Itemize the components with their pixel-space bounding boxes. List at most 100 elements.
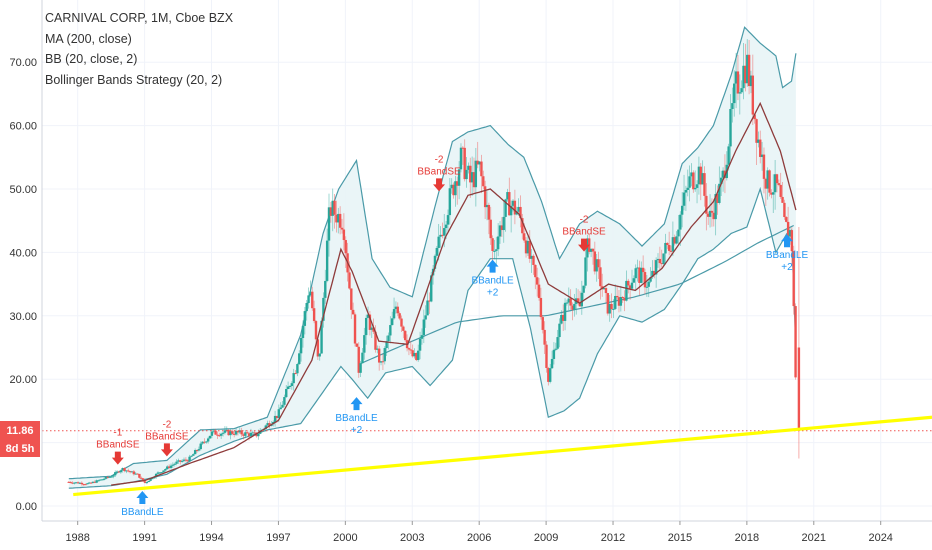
candle-body bbox=[266, 423, 269, 426]
candle-body bbox=[158, 472, 162, 474]
candle-body bbox=[485, 204, 489, 208]
strategy-indicator-label[interactable]: Bollinger Bands Strategy (20, 2) bbox=[45, 72, 223, 87]
candle-body bbox=[450, 184, 453, 189]
candle-body bbox=[708, 210, 712, 217]
candle-body bbox=[363, 335, 366, 353]
candle-body bbox=[441, 234, 444, 236]
candle-body bbox=[205, 441, 208, 443]
candle-body bbox=[530, 255, 533, 259]
candle-body bbox=[548, 368, 552, 382]
y-tick-label: 30.00 bbox=[9, 311, 37, 323]
candle-body bbox=[630, 282, 634, 289]
candle-body bbox=[448, 188, 452, 216]
candle-body bbox=[625, 280, 628, 301]
candle-body bbox=[532, 255, 535, 265]
candle-body bbox=[439, 234, 442, 237]
candle-body bbox=[305, 303, 308, 312]
candle-body bbox=[710, 210, 714, 213]
candle-body bbox=[560, 314, 563, 324]
candle-body bbox=[578, 302, 582, 307]
candle-body bbox=[734, 71, 738, 84]
candle-body bbox=[156, 472, 160, 474]
candle-body bbox=[376, 348, 379, 350]
symbol-title[interactable]: CARNIVAL CORP, 1M, Cboe BZX bbox=[45, 11, 234, 25]
candle-body bbox=[640, 267, 643, 283]
short-signal-qty: -2 bbox=[580, 215, 589, 226]
long-signal-label: BBandLE bbox=[471, 276, 514, 287]
bb-indicator-label[interactable]: BB (20, close, 2) bbox=[45, 52, 138, 66]
candle-body bbox=[534, 264, 537, 278]
candle-body bbox=[162, 470, 165, 473]
candle-body bbox=[151, 478, 154, 480]
candle-body bbox=[89, 482, 93, 484]
candle-body bbox=[703, 173, 706, 196]
candle-body bbox=[253, 432, 256, 434]
candle-body bbox=[203, 441, 206, 443]
time-axis[interactable]: 1988 1991 1994 1997 2000 2003 2006 2009 2012 2015… bbox=[42, 520, 932, 544]
candle-body bbox=[478, 161, 481, 165]
candle-body bbox=[357, 346, 360, 373]
candle-body bbox=[210, 431, 214, 436]
candle-body bbox=[121, 468, 124, 471]
candle-body bbox=[524, 240, 528, 254]
candle-body bbox=[145, 482, 149, 484]
candle-body bbox=[597, 259, 600, 268]
candle-body bbox=[201, 441, 204, 444]
candle-body bbox=[550, 358, 554, 369]
candle-body bbox=[324, 280, 327, 298]
x-tick-label: 2024 bbox=[868, 532, 892, 544]
candle-body bbox=[398, 313, 401, 319]
candle-body bbox=[214, 430, 217, 435]
candle-body bbox=[195, 450, 199, 452]
bollinger-band-fill bbox=[68, 27, 796, 489]
candle-body bbox=[733, 83, 736, 104]
candle-body bbox=[459, 147, 463, 170]
candle-body bbox=[649, 277, 652, 282]
candle-body bbox=[223, 430, 227, 433]
x-tick-label: 2006 bbox=[467, 532, 491, 544]
long-signal-arrow bbox=[781, 234, 794, 248]
candle-body bbox=[106, 476, 110, 478]
candle-body bbox=[573, 303, 576, 310]
candle-body bbox=[437, 236, 440, 248]
candle-body bbox=[368, 314, 372, 330]
candle-body bbox=[500, 225, 504, 231]
candle-body bbox=[206, 438, 210, 442]
candle-body bbox=[677, 229, 680, 237]
candle-body bbox=[779, 184, 782, 197]
candle-body bbox=[496, 236, 500, 250]
candle-body bbox=[257, 433, 260, 437]
candle-body bbox=[521, 218, 524, 234]
candle-body bbox=[101, 479, 104, 481]
candle-body bbox=[281, 404, 284, 408]
countdown-tag: 8d 5h bbox=[6, 443, 35, 455]
candle-body bbox=[435, 247, 439, 256]
candle-body bbox=[268, 423, 271, 426]
candle-body bbox=[679, 214, 682, 230]
candle-body bbox=[721, 170, 725, 178]
candle-body bbox=[246, 432, 249, 434]
candle-body bbox=[127, 470, 130, 472]
candle-body bbox=[740, 88, 743, 93]
x-tick-label: 2003 bbox=[400, 532, 424, 544]
candle-body bbox=[582, 285, 585, 293]
candle-body bbox=[193, 450, 197, 455]
candle-body bbox=[283, 397, 286, 405]
candle-body bbox=[294, 373, 297, 375]
candle-body bbox=[381, 361, 385, 363]
strategy-signals: BBandSE-1 BBandSE-2BBandLEBBandLE+2BBandS… bbox=[96, 154, 808, 518]
candle-body bbox=[179, 460, 182, 462]
candle-body bbox=[606, 293, 610, 314]
candle-body bbox=[612, 308, 615, 310]
candle-body bbox=[690, 172, 693, 177]
trendline[interactable] bbox=[73, 415, 932, 497]
candle-body bbox=[123, 468, 126, 472]
ma-indicator-label[interactable]: MA (200, close) bbox=[45, 31, 132, 46]
candle-body bbox=[279, 407, 282, 410]
candle-body bbox=[675, 236, 678, 244]
candle-body bbox=[112, 475, 115, 477]
candle-body bbox=[511, 200, 515, 206]
candle-body bbox=[143, 481, 147, 483]
candle-body bbox=[541, 317, 544, 330]
